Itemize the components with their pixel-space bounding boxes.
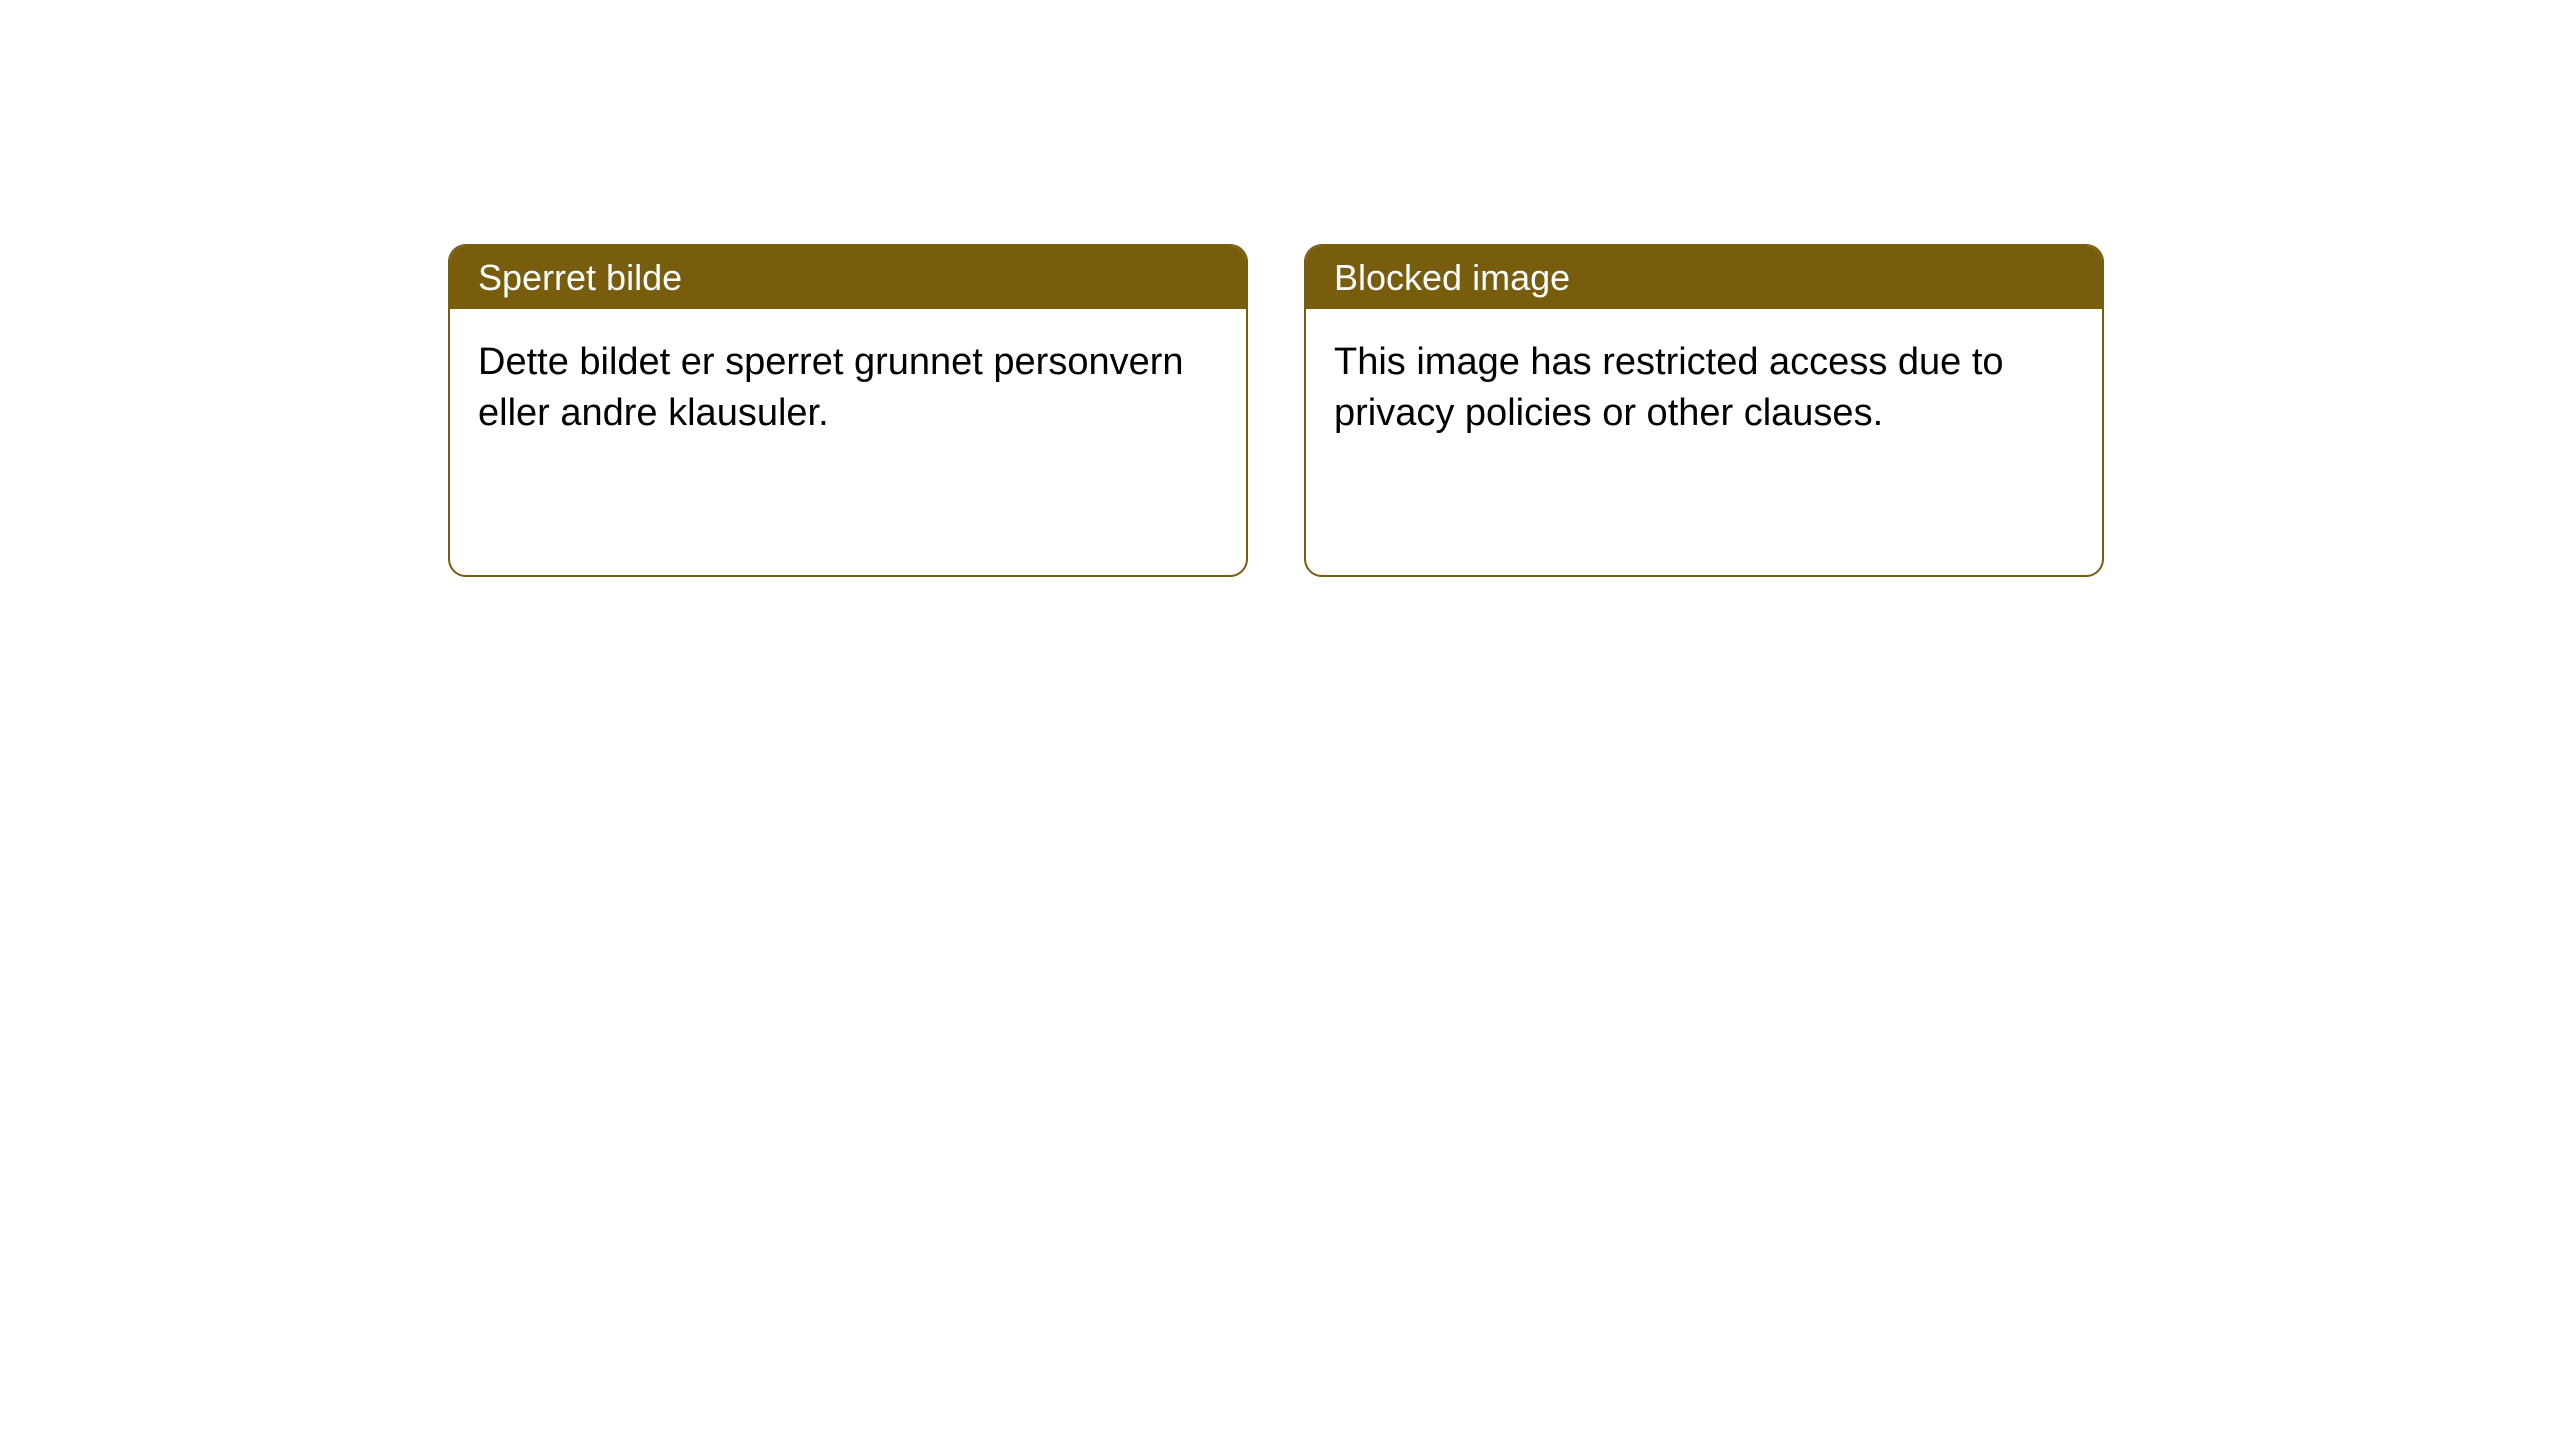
notice-card-title: Blocked image [1306, 246, 2102, 309]
notice-card-norwegian: Sperret bilde Dette bildet er sperret gr… [448, 244, 1248, 577]
notice-container: Sperret bilde Dette bildet er sperret gr… [448, 244, 2104, 577]
notice-card-body: This image has restricted access due to … [1306, 309, 2102, 460]
notice-card-body: Dette bildet er sperret grunnet personve… [450, 309, 1246, 460]
notice-card-english: Blocked image This image has restricted … [1304, 244, 2104, 577]
notice-card-title: Sperret bilde [450, 246, 1246, 309]
